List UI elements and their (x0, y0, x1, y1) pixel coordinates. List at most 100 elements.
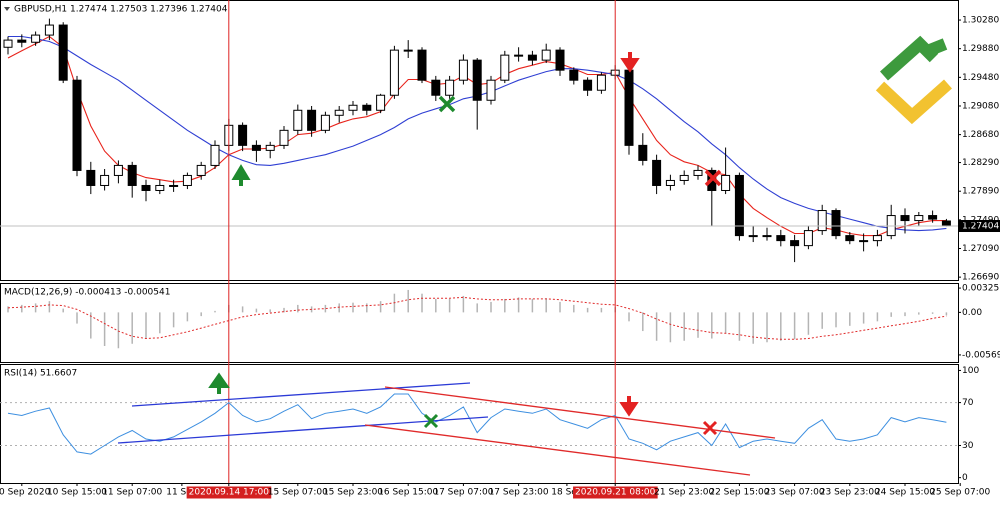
candle-body (320, 114, 330, 131)
candle-body (182, 174, 192, 186)
candle-body (86, 169, 96, 186)
candle-body (555, 49, 565, 71)
trend-line (117, 416, 489, 444)
y-tick-label: 0 (962, 473, 968, 483)
x-tick-label: 15 Sep 07:00 (268, 488, 328, 498)
trend-line (364, 424, 751, 476)
x-tick-label: 24 Sep 15:00 (875, 488, 935, 498)
x-tick-label: 15 Sep 23:00 (323, 488, 383, 498)
x-tick-label: 11 Sep 07:00 (102, 488, 162, 498)
x-tick-highlight (573, 486, 658, 499)
candle-body (265, 144, 275, 151)
x-tick-label: 10 Sep 2020 (0, 488, 51, 498)
panel-frames (0, 0, 959, 484)
x-tick-label: 17 Sep 07:00 (433, 488, 493, 498)
candle-body (721, 174, 731, 191)
annotations (4, 7, 952, 476)
exit-cross (438, 95, 456, 113)
y-tick-label: 0.00325 (962, 284, 999, 294)
x-tick-label: 18 Sep (551, 488, 583, 498)
candle-body (334, 109, 344, 116)
candle-body (486, 79, 496, 101)
candle-body (762, 235, 772, 238)
y-tick-label: 1.29880 (962, 44, 999, 54)
buy-arrow (231, 164, 251, 186)
x-tick-highlight (186, 486, 272, 499)
candle-body (624, 69, 634, 146)
buy-arrow (208, 372, 230, 394)
exit-cross (704, 169, 722, 187)
y-tick-label: 1.26690 (962, 273, 999, 283)
macd-signal (7, 296, 947, 340)
candle-body (127, 164, 137, 186)
candle-body (293, 109, 303, 131)
price-panel-frame (0, 0, 959, 281)
candle-body (113, 164, 123, 176)
logo-yellow (875, 79, 952, 125)
x-tick-label: 21 Sep 23:00 (654, 488, 714, 498)
y-tick-label: 70 (962, 398, 974, 408)
trend-line (131, 382, 471, 407)
candle-body (196, 164, 206, 176)
candle-body (776, 235, 786, 242)
y-tick-label: 1.30280 (962, 16, 999, 26)
candle-body (665, 179, 675, 186)
x-tick-label: 17 Sep 23:00 (489, 488, 549, 498)
y-tick-label: 1.29080 (962, 101, 999, 111)
x-tick-label: 11 Sep (166, 488, 198, 498)
candle-body (431, 79, 441, 96)
candle-body (141, 184, 151, 191)
candle-body (389, 49, 399, 96)
candle-body (155, 184, 165, 191)
candle-body (279, 129, 289, 146)
candle-body (403, 49, 413, 52)
current-price-label: 1.27404 (962, 222, 999, 232)
candle-body (3, 39, 13, 48)
candle-body (72, 79, 82, 171)
x-tick-label: 22 Sep 15:00 (709, 488, 769, 498)
y-tick-label: -0.005694 (962, 350, 1000, 360)
macd-panel-frame (0, 283, 959, 363)
candle-body (638, 144, 648, 161)
candle-body (693, 169, 703, 176)
candle-body (928, 215, 938, 220)
menu-triangle (4, 7, 10, 11)
y-tick-label: 30 (962, 441, 974, 451)
candle-body (458, 59, 468, 81)
candle-body (652, 159, 662, 186)
candle-body (541, 49, 551, 61)
logo-green (922, 38, 948, 58)
candle-body (58, 24, 68, 81)
candle-body (872, 235, 882, 242)
candle-body (734, 174, 744, 237)
candle-body (859, 240, 869, 243)
candle-body (527, 54, 537, 61)
x-tick-label: 23 Sep 07:00 (765, 488, 825, 498)
y-tick-label: 100 (962, 366, 979, 376)
candle-body (169, 184, 179, 187)
candle-body (803, 230, 813, 247)
candle-body (100, 174, 110, 186)
candle-body (500, 54, 510, 81)
x-tick-label: 25 Sep 07:00 (930, 488, 990, 498)
candle-body (417, 49, 427, 81)
exit-cross (702, 420, 718, 436)
x-tick-label: 2020.09.14 17:00 (189, 488, 270, 498)
x-tick-label: 16 Sep 15:00 (378, 488, 438, 498)
rsi-panel-frame (0, 364, 959, 484)
y-tick-label: 1.27090 (962, 244, 999, 254)
candle-body (348, 104, 358, 111)
x-tick-label: 10 Sep 15:00 (47, 488, 107, 498)
candle-body (210, 144, 220, 166)
sell-arrow (619, 396, 639, 417)
candle-body (362, 104, 372, 111)
panel-title: RSI(14) 51.6607 (4, 369, 77, 379)
candle-body (679, 174, 689, 181)
candle-body (238, 124, 248, 146)
candle-body (307, 109, 317, 131)
candle-body (900, 215, 910, 222)
y-tick-label: 1.27490 (962, 215, 999, 225)
